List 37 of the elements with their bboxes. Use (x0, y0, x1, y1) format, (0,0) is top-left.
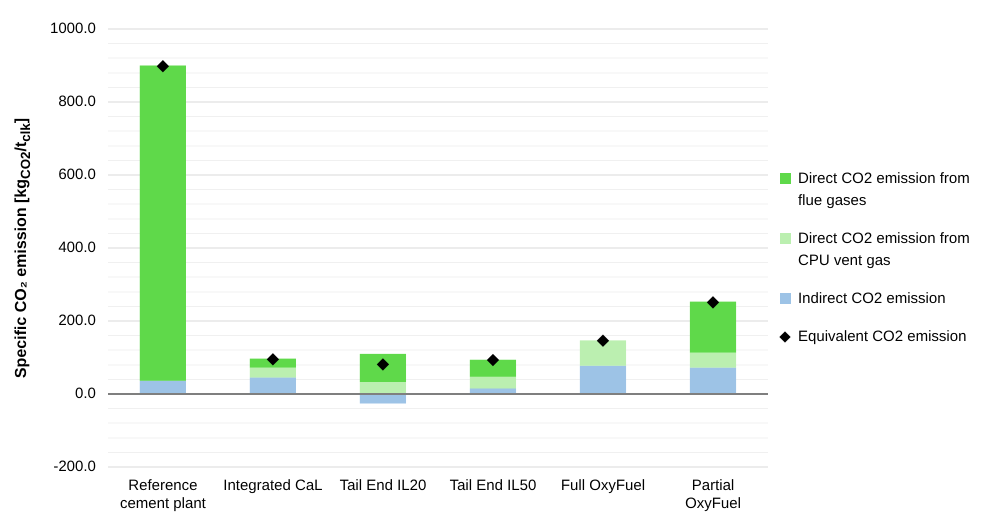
y-tick-label: -200.0 (53, 458, 96, 476)
legend-label: Indirect CO2 emission (798, 288, 946, 308)
bar (360, 395, 406, 404)
legend-label: Direct CO2 emission from CPU vent gas (798, 228, 971, 270)
y-tick-label: 800.0 (58, 93, 96, 110)
y-tick-label: 0.0 (75, 385, 96, 402)
x-tick-label: Tail End IL50 (450, 477, 536, 494)
legend-label: Direct CO2 emission from flue gases (798, 168, 971, 210)
legend-label: Equivalent CO2 emission (798, 326, 966, 346)
bar (140, 66, 186, 381)
bar (360, 382, 406, 393)
bar (690, 368, 736, 393)
y-tick-label: 600.0 (58, 166, 96, 184)
bar (690, 352, 736, 368)
bar (250, 368, 296, 378)
bar (690, 302, 736, 353)
x-tick-label: Tail End IL20 (340, 477, 426, 494)
y-tick-label: 1000.0 (50, 20, 96, 38)
bar (470, 388, 516, 393)
bar (140, 380, 186, 393)
x-tick-label: Integrated CaL (223, 477, 323, 494)
x-tick-label: Full OxyFuel (560, 477, 646, 494)
x-tick-label: Reference cement plant (120, 477, 207, 512)
x-tick-label: Partial OxyFuel (685, 477, 741, 512)
point (486, 354, 499, 366)
bar (470, 360, 516, 377)
bar (250, 378, 296, 393)
bar (360, 354, 406, 382)
y-tick-label: 200.0 (58, 312, 96, 330)
bar (580, 366, 626, 393)
y-tick-label: 400.0 (58, 239, 96, 256)
bar (470, 376, 516, 389)
point (156, 60, 169, 72)
point (596, 334, 609, 347)
point (266, 353, 279, 366)
point (706, 296, 719, 308)
bar (580, 340, 626, 366)
